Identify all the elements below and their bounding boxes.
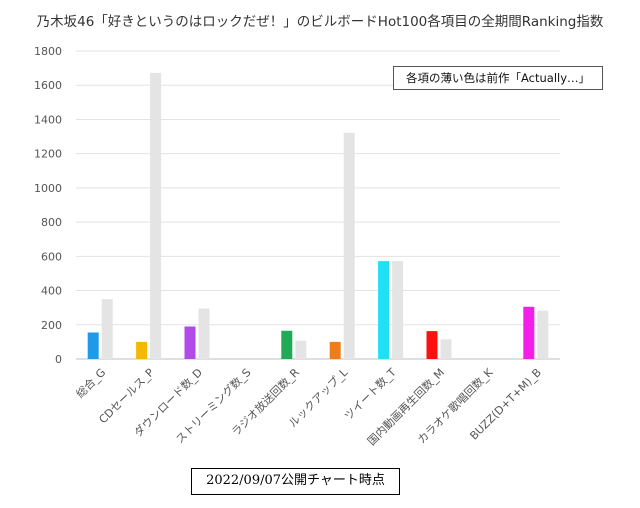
chart-date-box: 2022/09/07公開チャート時点 bbox=[191, 468, 400, 495]
bar-previous bbox=[150, 72, 162, 359]
bar-previous bbox=[101, 299, 113, 359]
bar-current bbox=[523, 306, 535, 359]
chart-title: 乃木坂46「好きというのはロックだぜ！」のビルボードHot100各項目の全期間R… bbox=[36, 14, 604, 30]
bar-current bbox=[378, 261, 390, 359]
y-tick-label: 400 bbox=[41, 285, 62, 298]
y-axis-ticks: 0 200 400 600 800 1000 1200 1400 1600 1800 bbox=[34, 45, 62, 366]
bar-previous bbox=[198, 308, 210, 359]
bar-current bbox=[281, 330, 293, 359]
bar-current bbox=[184, 326, 196, 359]
y-tick-label: 1200 bbox=[34, 148, 62, 161]
y-tick-label: 1600 bbox=[34, 79, 62, 92]
x-tick-label: 総合_G bbox=[73, 365, 108, 400]
bar-previous bbox=[440, 339, 452, 359]
y-tick-label: 1800 bbox=[34, 45, 62, 58]
bar-current bbox=[87, 332, 99, 359]
y-tick-label: 800 bbox=[41, 216, 62, 229]
bar-previous bbox=[537, 310, 549, 359]
bar-current bbox=[426, 331, 438, 359]
bar-current bbox=[136, 341, 148, 359]
y-tick-label: 200 bbox=[41, 319, 62, 332]
y-tick-label: 0 bbox=[55, 353, 62, 366]
bars bbox=[87, 72, 549, 359]
bar-previous bbox=[343, 132, 355, 359]
y-tick-label: 1400 bbox=[34, 113, 62, 126]
x-axis-ticks: 総合_GCDセールス_Pダウンロード数_Dストリーミング数_Sラジオ放送回数_R… bbox=[73, 365, 544, 448]
y-tick-label: 600 bbox=[41, 250, 62, 263]
y-tick-label: 1000 bbox=[34, 182, 62, 195]
bar-previous bbox=[392, 261, 404, 359]
annotation-box: 各項の薄い色は前作「Actually…」 bbox=[393, 66, 603, 90]
gridlines bbox=[76, 50, 560, 360]
bar-previous bbox=[295, 340, 307, 359]
bar-current bbox=[329, 341, 341, 359]
